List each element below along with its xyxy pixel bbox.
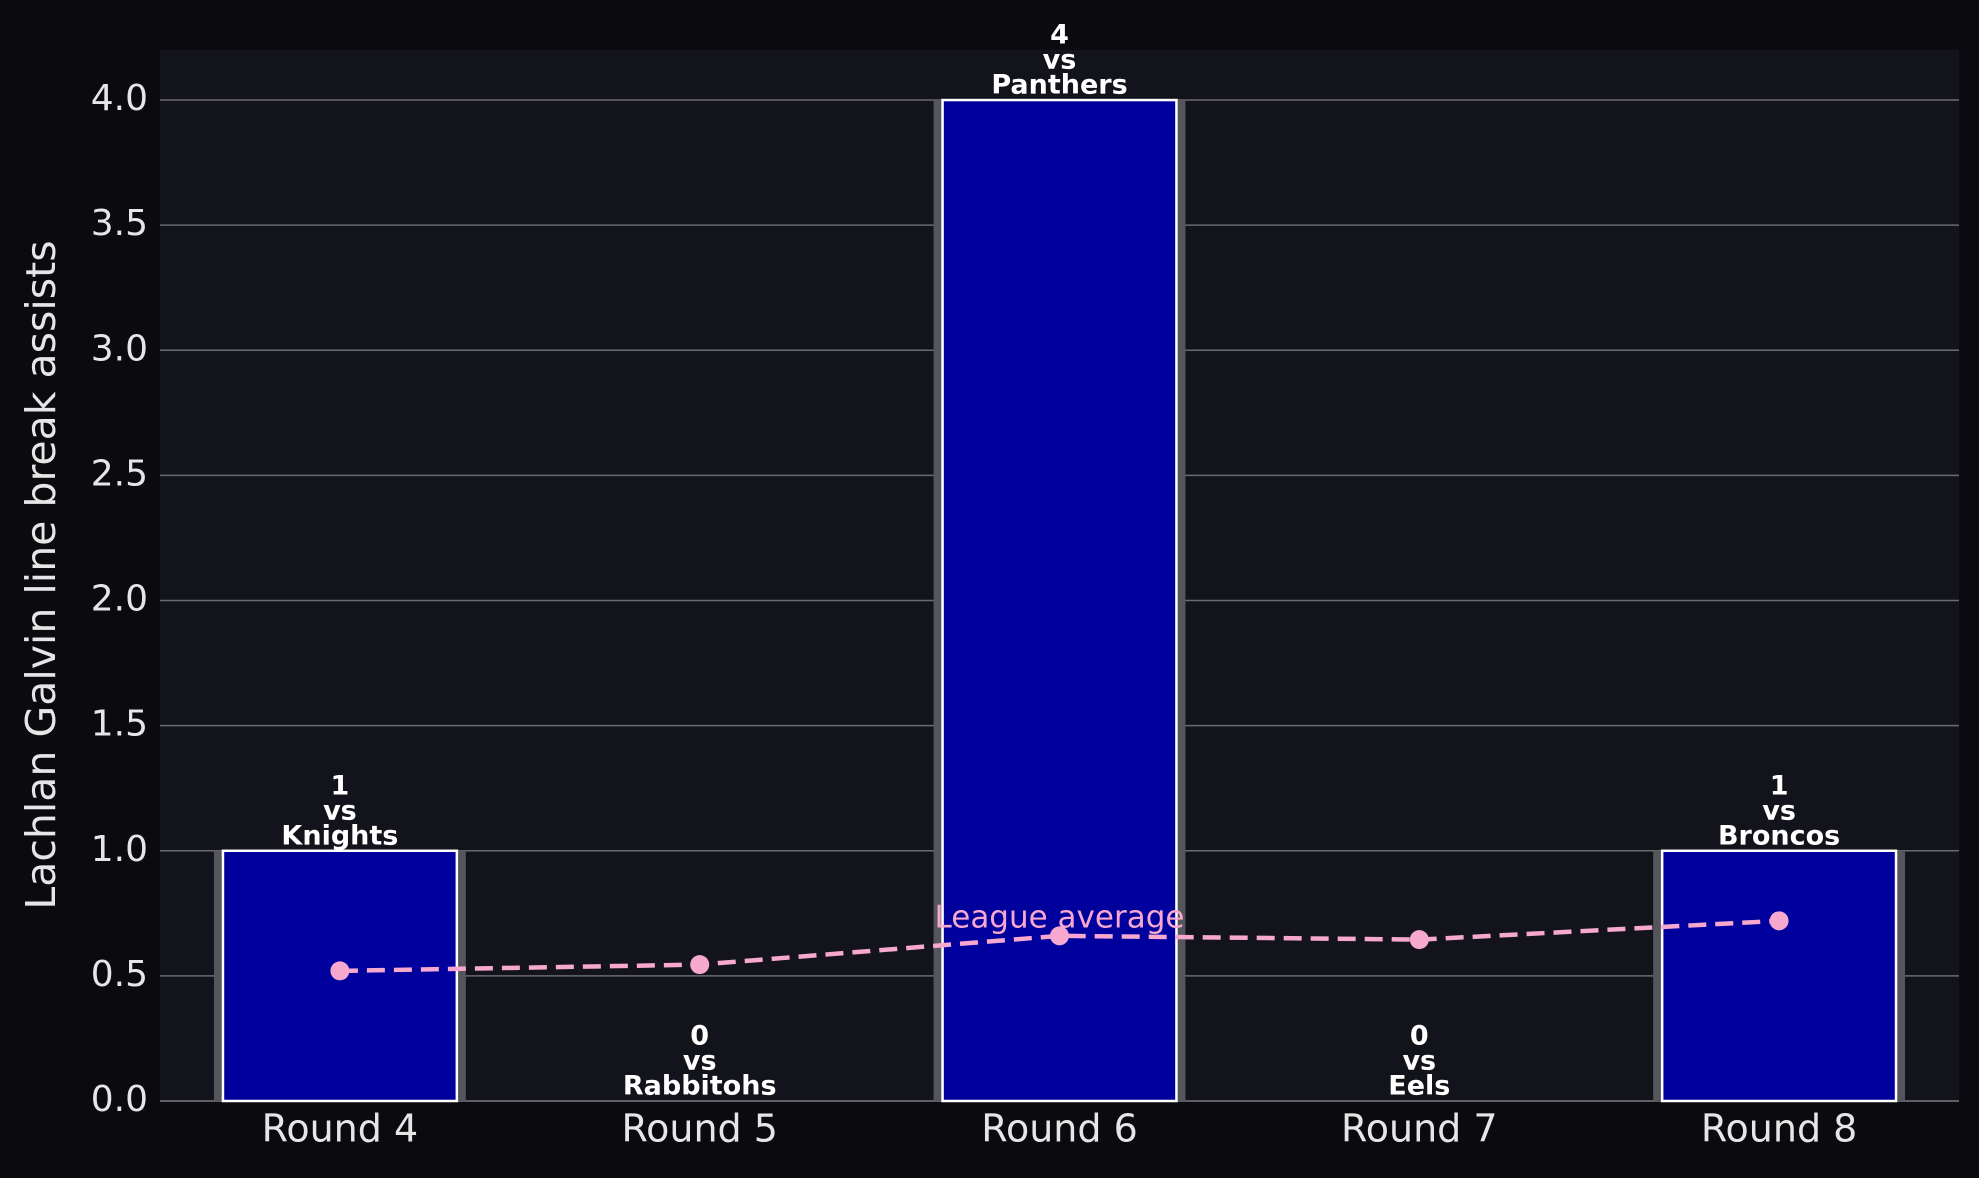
y-tick-label: 3.0 [91, 328, 148, 369]
bar [1660, 849, 1898, 1103]
x-tick-label: Round 8 [1701, 1107, 1858, 1151]
data-label: vs [683, 1046, 717, 1077]
data-label: vs [323, 795, 357, 826]
y-axis-label: Lachlan Galvin line break assists [17, 240, 65, 909]
data-label: vs [1402, 1046, 1436, 1077]
data-label: Broncos [1718, 820, 1840, 851]
x-tick-label: Round 7 [1341, 1107, 1498, 1151]
line-marker [1050, 926, 1069, 946]
y-tick-label: 3.5 [91, 203, 148, 244]
series-label: League average [935, 899, 1185, 935]
data-label: Rabbitohs [623, 1071, 777, 1102]
data-label: Panthers [991, 70, 1127, 101]
data-label: 1 [331, 770, 350, 801]
x-tick-label: Round 6 [981, 1107, 1138, 1151]
line [339, 918, 1780, 974]
data-label: vs [1043, 45, 1077, 76]
y-tick-label: 2.0 [91, 579, 148, 620]
y-tick-label: 4.0 [91, 78, 148, 119]
data-label: vs [1762, 795, 1796, 826]
y-tick-label: 1.5 [91, 704, 148, 745]
bar [941, 98, 1178, 1103]
line-marker [330, 961, 350, 981]
data-label: Eels [1388, 1071, 1450, 1102]
line-marker [690, 955, 710, 975]
x-tick-label: Round 4 [262, 1107, 419, 1151]
data-label: 4 [1050, 20, 1069, 51]
line-marker [1409, 930, 1429, 950]
y-tick-label: 2.5 [91, 453, 148, 494]
data-label: 1 [1770, 770, 1789, 801]
y-tick-label: 1.0 [91, 829, 148, 870]
x-tick-label: Round 5 [621, 1107, 778, 1151]
y-tick-label: 0.0 [91, 1079, 148, 1120]
data-label: 0 [690, 1021, 709, 1052]
y-tick-label: 0.5 [91, 954, 148, 995]
line-marker [1769, 911, 1789, 931]
data-label: 0 [1410, 1021, 1429, 1052]
data-label: Knights [281, 820, 398, 851]
